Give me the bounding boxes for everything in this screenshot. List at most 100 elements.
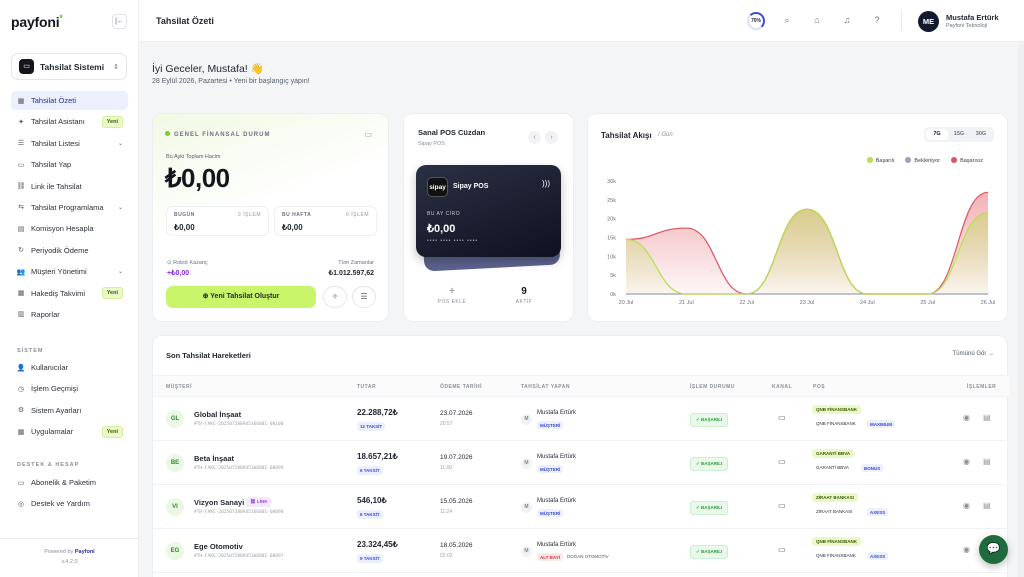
customer-name[interactable]: Global İnşaat (194, 410, 242, 419)
nav-icon: ⚙ (17, 407, 25, 415)
document-icon[interactable]: ▤ (983, 413, 991, 422)
sidebar-item-komisyon-hesapla[interactable]: ▤ Komisyon Hesapla (11, 219, 128, 238)
view-icon[interactable]: ◉ (963, 501, 970, 510)
nav-icon: ▦ (17, 97, 25, 105)
chevron-down-icon[interactable]: ⌄ (117, 140, 123, 147)
nav-icon: ✦ (18, 118, 24, 126)
collector-name: Mustafa Ertürk (537, 454, 577, 460)
chevron-right-icon[interactable]: › (545, 131, 558, 144)
chat-icon[interactable]: 💬 (979, 535, 1008, 564)
help-icon[interactable]: ? (874, 15, 880, 25)
search-icon[interactable]: ⌕ (784, 15, 790, 25)
nav-icon: ▥ (17, 311, 25, 319)
nav-icon: ▭ (17, 479, 25, 487)
range-30g[interactable]: 30G (975, 131, 987, 137)
range-7g[interactable]: 7G (926, 129, 948, 140)
greeting-title: İyi Geceler, Mustafa! 👋 (152, 63, 264, 75)
nav-icon: ▭ (17, 161, 25, 169)
sidebar-item-destek-ve-yard-m[interactable]: ◎ Destek ve Yardım (11, 494, 128, 513)
legend-item[interactable]: Bekleniyor (905, 157, 940, 164)
version: v.4.2.0 (61, 559, 78, 565)
payment-time: 02:02 (440, 553, 453, 559)
chevron-down-icon[interactable]: ⌄ (117, 269, 123, 276)
see-all-link[interactable]: Tümünü Gör → (952, 351, 994, 357)
x-tick-label: 24 Jul (860, 300, 875, 306)
legend-item[interactable]: Başarılı (866, 157, 894, 164)
table-row[interactable]: EG Ege Otomotiv #TH-FAKE-202507280945366… (153, 529, 1009, 573)
sidebar-item-abonelik-paketim[interactable]: ▭ Abonelik & Paketim (11, 473, 128, 492)
card-icon[interactable]: ▭ (364, 130, 372, 139)
collapse-sidebar-icon[interactable]: |← (112, 14, 127, 29)
new-badge: Yeni (101, 287, 123, 300)
legend-item[interactable]: Başarısız (951, 157, 983, 164)
document-icon[interactable]: ▤ (983, 457, 991, 466)
add-pos-button[interactable]: + POS EKLE (437, 286, 467, 305)
user-name[interactable]: Mustafa Ertürk (946, 13, 999, 22)
sidebar-item-tahsilat-zeti[interactable]: ▦ Tahsilat Özeti (11, 91, 128, 110)
sidebar-item-hakedi-takvimi[interactable]: ▦ Hakediş Takvimi Yeni (11, 284, 128, 303)
sidebar-item-tahsilat-yap[interactable]: ▭ Tahsilat Yap (11, 155, 128, 174)
support-nav: ▭ Abonelik & Paketim ◎ Destek ve Yardım (11, 473, 128, 516)
bell-icon[interactable]: ♫ (843, 15, 851, 25)
customer-name[interactable]: Vizyon Sanayi (194, 498, 245, 507)
payment-date: 23.07.2026 (440, 410, 473, 417)
table-row[interactable]: BE Beta İnşaat #TH-FAKE-2025072809453660… (153, 441, 1009, 485)
customer-avatar: BE (166, 454, 184, 472)
x-tick-label: 22 Jul (739, 300, 754, 306)
amount: 23.324,45₺ (357, 540, 398, 549)
section-title-support: DESTEK & HESAP (17, 462, 80, 468)
sidebar-item-label: Abonelik & Paketim (31, 478, 97, 487)
collector-role-badge: ALT BAYİ (537, 553, 564, 561)
desktop-icon: ▭ (778, 501, 786, 510)
sidebar-item-periyodik-deme[interactable]: ↻ Periyodik Ödeme (11, 241, 128, 260)
gift-icon[interactable]: ⌂ (814, 15, 820, 25)
payment-time: 20:57 (440, 421, 453, 427)
chevron-down-icon[interactable]: ⌄ (117, 204, 123, 211)
payfoni-logo[interactable]: payfoni* (11, 13, 63, 30)
sidebar-item-sistem-ayarlar-[interactable]: ⚙ Sistem Ayarları (11, 401, 128, 420)
collector-avatar: M (521, 546, 532, 557)
range-15g[interactable]: 15G (953, 131, 965, 137)
bank-badge: QNB FİNANSBANK (812, 405, 861, 414)
chevron-left-icon[interactable]: ‹ (528, 131, 541, 144)
sidebar-item-uygulamalar[interactable]: ▦ Uygulamalar Yeni (11, 422, 128, 441)
sidebar-item-label: Sistem Ayarları (31, 405, 82, 415)
month-volume-value: ₺0,00 (165, 163, 230, 193)
new-collection-button[interactable]: ⊕ Yeni Tahsilat Oluştur (166, 286, 316, 308)
pos-card[interactable]: sipay Sipay POS ))) BU AY CİRO ₺0,00 •••… (416, 165, 561, 257)
sidebar-item-i-lem-ge-mi-i[interactable]: ◷ İşlem Geçmişi (11, 379, 128, 398)
scrollbar[interactable] (1018, 42, 1024, 577)
customer-avatar: VI (166, 498, 184, 516)
table-row[interactable]: VI Vizyon Sanayi ⛓ LİNK #TH-FAKE-2025072… (153, 485, 1009, 529)
view-icon[interactable]: ◉ (963, 413, 970, 422)
customer-name[interactable]: Ege Otomotiv (194, 542, 243, 551)
sidebar-item-label: Raporlar (31, 309, 60, 319)
series-line-başarılı[interactable] (625, 208, 989, 295)
nav-icon: ◎ (17, 500, 25, 508)
customer-avatar: GL (166, 410, 184, 428)
sidebar-item-link-ile-tahsilat[interactable]: ⛓ Link ile Tahsilat (11, 177, 128, 196)
customer-name[interactable]: Beta İnşaat (194, 454, 235, 463)
sidebar-item-raporlar[interactable]: ▥ Raporlar (11, 305, 128, 324)
sidebar-item-tahsilat-asistan-[interactable]: ✦ Tahsilat Asistanı Yeni (11, 112, 128, 131)
sidebar-item-tahsilat-listesi[interactable]: ☰ Tahsilat Listesi ⌄ (11, 134, 128, 153)
financial-label: GENEL FİNANSAL DURUM (165, 131, 270, 138)
sidebar-item-m-teri-y-netimi[interactable]: 👥 Müşteri Yönetimi ⌄ (11, 262, 128, 281)
nav-icon: ▦ (17, 428, 25, 436)
list-icon[interactable]: ☰ (352, 286, 376, 308)
table-row[interactable]: GL Global İnşaat #TH-FAKE-20250728094536… (153, 397, 1009, 441)
y-tick-label: 0k (610, 292, 616, 298)
sidebar-item-tahsilat-programlama[interactable]: ⇆ Tahsilat Programlama ⌄ (11, 198, 128, 217)
view-icon[interactable]: ◉ (963, 545, 970, 554)
sidebar-item-kullan-c-lar[interactable]: 👤 Kullanıcılar (11, 358, 128, 377)
installment-badge: 6 TAKSİT (357, 466, 383, 475)
sidebar-item-label: Destek ve Yardım (31, 499, 90, 509)
magic-wand-icon[interactable]: ✧ (323, 286, 347, 308)
document-icon[interactable]: ▤ (983, 501, 991, 510)
avatar[interactable]: ME (918, 11, 939, 32)
system-selector[interactable]: ▭ Tahsilat Sistemi ⇕ (11, 53, 127, 80)
pos-card-name: Sipay POS (453, 183, 489, 190)
profile-progress-indicator[interactable]: 70% (747, 12, 765, 30)
transaction-code: #TH-FAKE-20250728094536600I-00099 (194, 466, 284, 471)
view-icon[interactable]: ◉ (963, 457, 970, 466)
